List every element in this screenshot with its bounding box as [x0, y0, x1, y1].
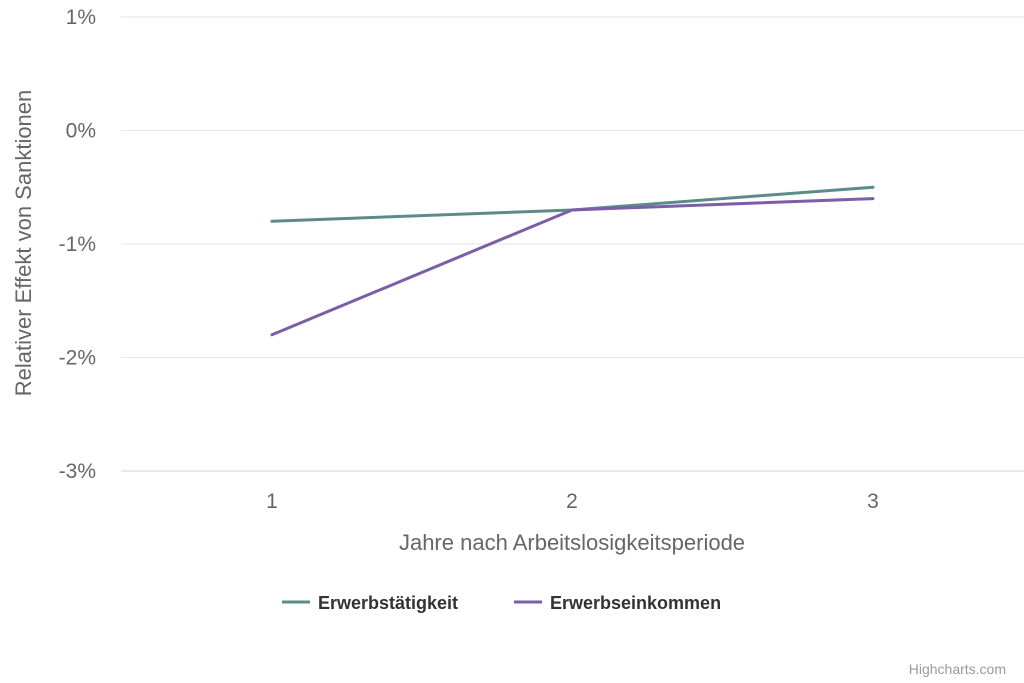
x-tick-label: 2: [566, 490, 578, 513]
legend-item-erwerbstaetigkeit[interactable]: Erwerbstätigkeit: [282, 593, 458, 613]
y-axis-title: Relativer Effekt von Sanktionen: [11, 90, 36, 397]
legend-item-erwerbseinkommen[interactable]: Erwerbseinkommen: [514, 593, 721, 613]
legend-label-erwerbseinkommen: Erwerbseinkommen: [550, 593, 721, 613]
y-tick-label: 1%: [66, 6, 96, 29]
x-tick-label: 3: [867, 490, 879, 513]
legend-label-erwerbstaetigkeit: Erwerbstätigkeit: [318, 593, 458, 613]
legend: Erwerbstätigkeit Erwerbseinkommen: [282, 593, 721, 613]
x-tick-label: 1: [266, 490, 278, 513]
y-tick-label: -3%: [59, 460, 96, 483]
grid-lines: [121, 16, 1024, 472]
y-tick-label: -2%: [59, 347, 96, 370]
series-lines: [270, 185, 875, 337]
x-axis-title: Jahre nach Arbeitslosigkeitsperiode: [399, 530, 745, 555]
x-axis-tick-labels: 1 2 3: [266, 490, 879, 513]
y-tick-label: -1%: [59, 233, 96, 256]
y-axis-tick-labels: 1% 0% -1% -2% -3%: [59, 6, 96, 483]
credits-link[interactable]: Highcharts.com: [909, 661, 1006, 677]
series-line-erwerbstaetigkeit[interactable]: [270, 185, 875, 223]
y-tick-label: 0%: [66, 120, 96, 143]
